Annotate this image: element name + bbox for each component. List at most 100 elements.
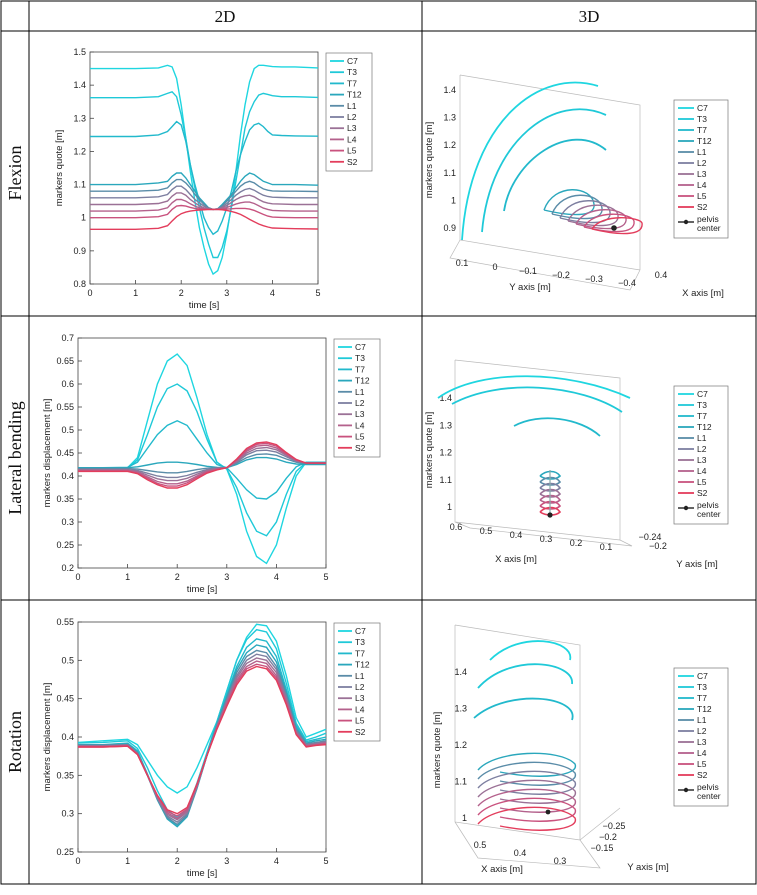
- legend-label: C7: [697, 671, 708, 681]
- trajectory-L3: [477, 779, 576, 804]
- legend-label: T12: [347, 90, 362, 100]
- trajectory-S2: [539, 506, 562, 516]
- legend-label: L5: [697, 477, 707, 487]
- legend-label: S2: [355, 727, 366, 737]
- y-tick-label: −0.2: [599, 832, 617, 842]
- pelvis-marker-icon: [683, 787, 689, 793]
- legend-label: L5: [697, 759, 707, 769]
- y-tick-label: −0.2: [649, 541, 667, 551]
- trajectory-C7: [461, 81, 599, 241]
- z-tick-label: 0.9: [443, 223, 456, 233]
- z-tick-label: 1.3: [454, 704, 467, 714]
- z-axis-label: markers quote [m]: [424, 122, 435, 199]
- trajectory-T7: [503, 138, 607, 212]
- legend-box: [673, 385, 729, 525]
- legend-label: C7: [355, 626, 366, 636]
- x-tick-label: 0.3: [554, 856, 567, 866]
- z-tick-label: 1.1: [443, 168, 456, 178]
- y-tick-label: 0.45: [56, 694, 74, 704]
- y-tick-label: −0.2: [552, 270, 570, 280]
- x-tick-label: 2: [179, 288, 184, 298]
- legend-label: T12: [355, 660, 370, 670]
- series-line-S2: [78, 665, 327, 815]
- trajectory-S2: [477, 806, 576, 831]
- legend-label: L2: [697, 158, 707, 168]
- header-3d: 3D: [579, 7, 600, 26]
- x-tick-label: 5: [323, 572, 328, 582]
- legend-label: L2: [697, 444, 707, 454]
- trajectory-T3: [477, 663, 573, 689]
- row-label-lateral-bending: Lateral bending: [5, 401, 25, 514]
- y-tick-label: 0.1: [456, 258, 469, 268]
- series-line-C7: [90, 64, 319, 276]
- series-line-T7: [90, 120, 319, 236]
- y-tick-label: 0.35: [56, 494, 74, 504]
- legend-label: L4: [347, 134, 357, 144]
- legend-label: S2: [347, 157, 358, 167]
- y-tick-label: 0.7: [61, 333, 74, 343]
- y-tick-label: 0.55: [56, 617, 74, 627]
- x-tick-label: 0.3: [540, 534, 553, 544]
- y-tick-label: −0.3: [585, 274, 603, 284]
- x-tick-label: 2: [175, 572, 180, 582]
- series-line-T3: [77, 628, 327, 819]
- y-tick-label: 0.5: [61, 425, 74, 435]
- legend-label: T7: [355, 648, 365, 658]
- y-axis-label: markers displacement [m]: [42, 683, 53, 792]
- legend-box: [673, 99, 729, 239]
- x-tick-label: 0.4: [514, 848, 527, 858]
- legend-label: T12: [697, 136, 712, 146]
- lateral-bending-3d-chart: 1 1.1 1.2 1.3 1.4 markers quote [m] 0.6 0.5 0.4 0…: [424, 359, 729, 570]
- y-tick-label: 1.3: [73, 113, 86, 123]
- series-line-L3: [90, 192, 318, 211]
- x-axis-label: X axis [m]: [481, 864, 523, 875]
- trajectory-L2: [477, 770, 576, 795]
- legend-label: T7: [697, 125, 707, 135]
- trajectory-T12: [543, 189, 595, 216]
- y-tick-label: 0.6: [61, 379, 74, 389]
- y-tick-label: 0.5: [61, 655, 74, 665]
- x-tick-label: 0: [75, 856, 80, 866]
- series-line-L4: [78, 444, 326, 485]
- x-tick-label: 3: [224, 856, 229, 866]
- trajectory-L5: [477, 797, 576, 822]
- legend-label: T3: [347, 67, 357, 77]
- x-tick-label: 1: [133, 288, 138, 298]
- x-tick-label: 0.5: [480, 526, 493, 536]
- legend-label: L4: [697, 466, 707, 476]
- legend-label: C7: [697, 389, 708, 399]
- x-axis-label: time [s]: [187, 868, 218, 879]
- series-line-S2: [90, 208, 319, 230]
- legend-label: T7: [355, 364, 365, 374]
- z-tick-label: 1: [451, 195, 456, 205]
- y-tick-label: 0.3: [61, 809, 74, 819]
- pelvis-center-point: [545, 809, 551, 815]
- rotation-3d-chart: 1 1.1 1.2 1.3 1.4 markers quote [m] 0.5 0.4 0.3 −…: [432, 624, 729, 875]
- legend-label-pelvis: center: [697, 223, 721, 233]
- series-line-L1: [78, 649, 327, 826]
- y-tick-label: 0.55: [56, 402, 74, 412]
- legend-label: C7: [697, 103, 708, 113]
- legend-label: L3: [697, 455, 707, 465]
- x-tick-label: 4: [270, 288, 275, 298]
- series-line-T7: [78, 638, 327, 827]
- pelvis-center-point: [611, 225, 617, 231]
- z-tick-label: 1.4: [443, 85, 456, 95]
- y-axis-label: markers quote [m]: [54, 130, 65, 207]
- legend-label: L2: [355, 682, 365, 692]
- y-tick-label: −0.25: [603, 821, 626, 831]
- trajectory-C7: [437, 375, 631, 399]
- header-2d: 2D: [215, 7, 236, 26]
- x-tick-label: 0.4: [510, 530, 523, 540]
- trajectory-T7: [513, 417, 601, 437]
- axes-box: [454, 624, 621, 869]
- row-label-rotation: Rotation: [5, 711, 25, 773]
- legend-label: T12: [355, 376, 370, 386]
- x-tick-label: 0.1: [600, 542, 613, 552]
- x-tick-label: 0.6: [450, 522, 463, 532]
- flexion-2d-chart: 0 1 2 3 4 5 0.8 0.9 1 1.1 1.2 1.3 1.4 1.5 time [s] mark…: [54, 47, 373, 311]
- x-tick-label: 5: [315, 288, 320, 298]
- z-tick-label: 1.1: [439, 475, 452, 485]
